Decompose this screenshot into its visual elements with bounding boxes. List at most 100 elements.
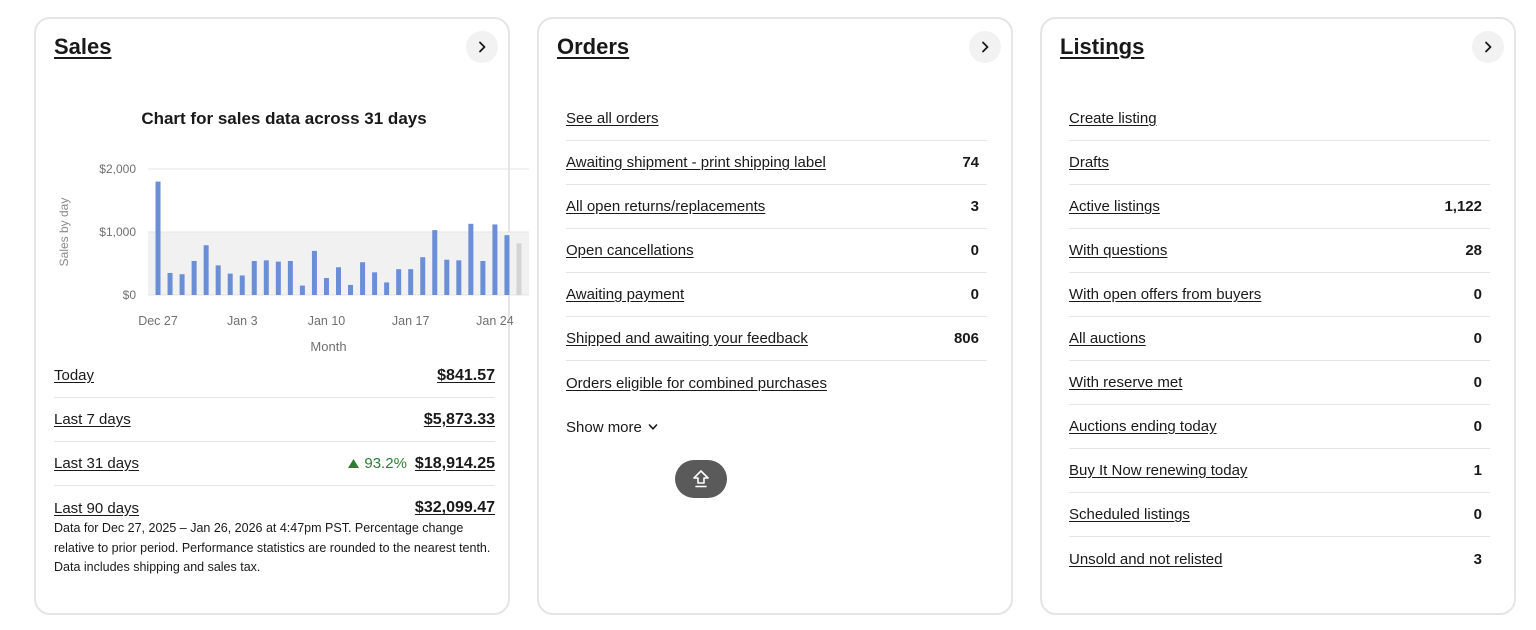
- orders-title[interactable]: Orders: [557, 34, 630, 59]
- chart-bar: [275, 261, 281, 295]
- sales-open-button[interactable]: [466, 31, 498, 63]
- orders-row-awaiting-shipment[interactable]: Awaiting shipment - print shipping label…: [566, 141, 987, 185]
- sales-row-last-7-days[interactable]: Last 7 days $5,873.33: [54, 398, 495, 442]
- chevron-right-icon: [1485, 41, 1492, 53]
- listings-title[interactable]: Listings: [1060, 34, 1145, 59]
- listings-row-scheduled[interactable]: Scheduled listings 0: [1069, 493, 1490, 537]
- sales-row-last-31-days[interactable]: Last 31 days 93.2% $18,914.25: [54, 442, 495, 486]
- listings-row-label[interactable]: Buy It Now renewing today: [1069, 462, 1248, 479]
- sales-amount-group: 93.2% $18,914.25: [348, 455, 495, 473]
- listings-row-label[interactable]: With open offers from buyers: [1069, 286, 1262, 303]
- orders-list: See all orders Awaiting shipment - print…: [566, 97, 987, 449]
- listings-row-unsold-not-relisted[interactable]: Unsold and not relisted 3: [1069, 537, 1490, 581]
- listings-row-open-offers[interactable]: With open offers from buyers 0: [1069, 273, 1490, 317]
- listings-row-count: 3: [1473, 550, 1482, 568]
- scroll-to-top-button[interactable]: [675, 460, 727, 498]
- chart-bar: [299, 285, 305, 295]
- sales-amount[interactable]: $5,873.33: [423, 410, 495, 428]
- chart-y-tick-label: $0: [123, 288, 137, 302]
- chevron-right-icon: [479, 41, 486, 53]
- chart-bar: [191, 260, 197, 295]
- listings-row-drafts[interactable]: Drafts: [1069, 141, 1490, 185]
- chart-bar: [251, 260, 257, 295]
- chevron-right-icon: [982, 41, 989, 53]
- orders-row-label[interactable]: Awaiting payment: [566, 286, 685, 303]
- orders-row-label[interactable]: Awaiting shipment - print shipping label: [566, 154, 826, 171]
- orders-row-open-returns[interactable]: All open returns/replacements 3: [566, 185, 987, 229]
- orders-row-label[interactable]: See all orders: [566, 110, 659, 127]
- sales-change-value: 93.2%: [364, 455, 407, 472]
- listings-row-label[interactable]: Drafts: [1069, 154, 1110, 171]
- orders-row-awaiting-payment[interactable]: Awaiting payment 0: [566, 273, 987, 317]
- chart-bar: [504, 235, 510, 295]
- sales-amount[interactable]: $841.57: [437, 366, 495, 384]
- sales-card: Sales Chart for sales data across 31 day…: [34, 17, 529, 615]
- listings-row-count: 1,122: [1444, 198, 1482, 215]
- chart-bar: [492, 224, 498, 295]
- listings-row-label[interactable]: With reserve met: [1069, 374, 1183, 391]
- listings-row-with-questions[interactable]: With questions 28: [1069, 229, 1490, 273]
- orders-open-button[interactable]: [969, 31, 1001, 63]
- chart-bar: [360, 262, 366, 295]
- orders-row-combined-purchases[interactable]: Orders eligible for combined purchases: [566, 361, 987, 405]
- chart-y-tick-label: $2,000: [99, 162, 136, 176]
- orders-row-count: 806: [953, 330, 979, 347]
- chart-bar: [480, 260, 486, 295]
- listings-row-label[interactable]: With questions: [1069, 242, 1168, 259]
- chart-bar: [336, 267, 341, 295]
- orders-row-label[interactable]: Orders eligible for combined purchases: [566, 374, 827, 392]
- scroll-to-top-icon: [693, 470, 709, 488]
- orders-row-label[interactable]: Shipped and awaiting your feedback: [566, 330, 808, 347]
- listings-row-label[interactable]: Auctions ending today: [1069, 418, 1217, 435]
- orders-row-label[interactable]: All open returns/replacements: [566, 198, 766, 215]
- orders-row-count: 0: [970, 286, 979, 303]
- listings-row-count: 0: [1473, 374, 1482, 391]
- arrow-up-icon: [348, 459, 360, 468]
- chart-x-tick-label: Jan 10: [308, 314, 346, 328]
- listings-row-label[interactable]: Scheduled listings: [1069, 506, 1190, 523]
- chart-bar: [323, 277, 329, 295]
- sales-title[interactable]: Sales: [54, 34, 112, 59]
- listings-row-label[interactable]: Create listing: [1069, 110, 1157, 127]
- chart-bar: [167, 272, 173, 295]
- listings-open-button[interactable]: [1472, 31, 1504, 63]
- chevron-down-icon: [648, 424, 658, 430]
- sales-period-label[interactable]: Last 7 days: [54, 411, 131, 428]
- orders-card: Orders See all orders Awaiting shipment …: [537, 17, 1013, 615]
- orders-show-more-button[interactable]: Show more: [566, 405, 987, 449]
- listings-row-label[interactable]: All auctions: [1069, 330, 1146, 347]
- sales-row-today[interactable]: Today $841.57: [54, 354, 495, 398]
- listings-row-label[interactable]: Unsold and not relisted: [1069, 550, 1223, 568]
- orders-row-label[interactable]: Open cancellations: [566, 242, 694, 259]
- sales-row-last-90-days[interactable]: Last 90 days $32,099.47: [54, 486, 495, 530]
- listings-row-active[interactable]: Active listings 1,122: [1069, 185, 1490, 229]
- listings-list: Create listing Drafts Active listings 1,1…: [1069, 97, 1490, 581]
- sales-period-label[interactable]: Today: [54, 367, 95, 384]
- listings-row-all-auctions[interactable]: All auctions 0: [1069, 317, 1490, 361]
- chart-bar: [155, 181, 161, 295]
- orders-row-shipped-awaiting-feedback[interactable]: Shipped and awaiting your feedback 806: [566, 317, 987, 361]
- chart-bar: [215, 265, 221, 295]
- sales-amount[interactable]: $18,914.25: [414, 454, 495, 472]
- orders-row-open-cancellations[interactable]: Open cancellations 0: [566, 229, 987, 273]
- chart-x-tick-label: Jan 17: [392, 314, 430, 328]
- chart-bar: [263, 260, 269, 295]
- sales-period-label[interactable]: Last 90 days: [54, 499, 140, 517]
- chart-bar: [468, 223, 474, 295]
- chart-bar: [372, 272, 378, 295]
- listings-row-label[interactable]: Active listings: [1069, 198, 1160, 215]
- sales-period-label[interactable]: Last 31 days: [54, 455, 140, 472]
- listings-row-auctions-ending-today[interactable]: Auctions ending today 0: [1069, 405, 1490, 449]
- sales-amount[interactable]: $32,099.47: [414, 499, 495, 516]
- listings-row-count: 0: [1473, 418, 1482, 435]
- listings-row-create-listing[interactable]: Create listing: [1069, 97, 1490, 141]
- listings-row-reserve-met[interactable]: With reserve met 0: [1069, 361, 1490, 405]
- sales-change: 93.2%: [348, 455, 407, 472]
- chart-bar: [239, 275, 245, 295]
- chart-bar: [227, 273, 233, 295]
- chart-bar: [384, 282, 390, 295]
- chart-bar: [420, 257, 426, 295]
- chart-bar: [179, 274, 185, 295]
- orders-row-see-all[interactable]: See all orders: [566, 97, 987, 141]
- listings-row-buy-it-now-renewing[interactable]: Buy It Now renewing today 1: [1069, 449, 1490, 493]
